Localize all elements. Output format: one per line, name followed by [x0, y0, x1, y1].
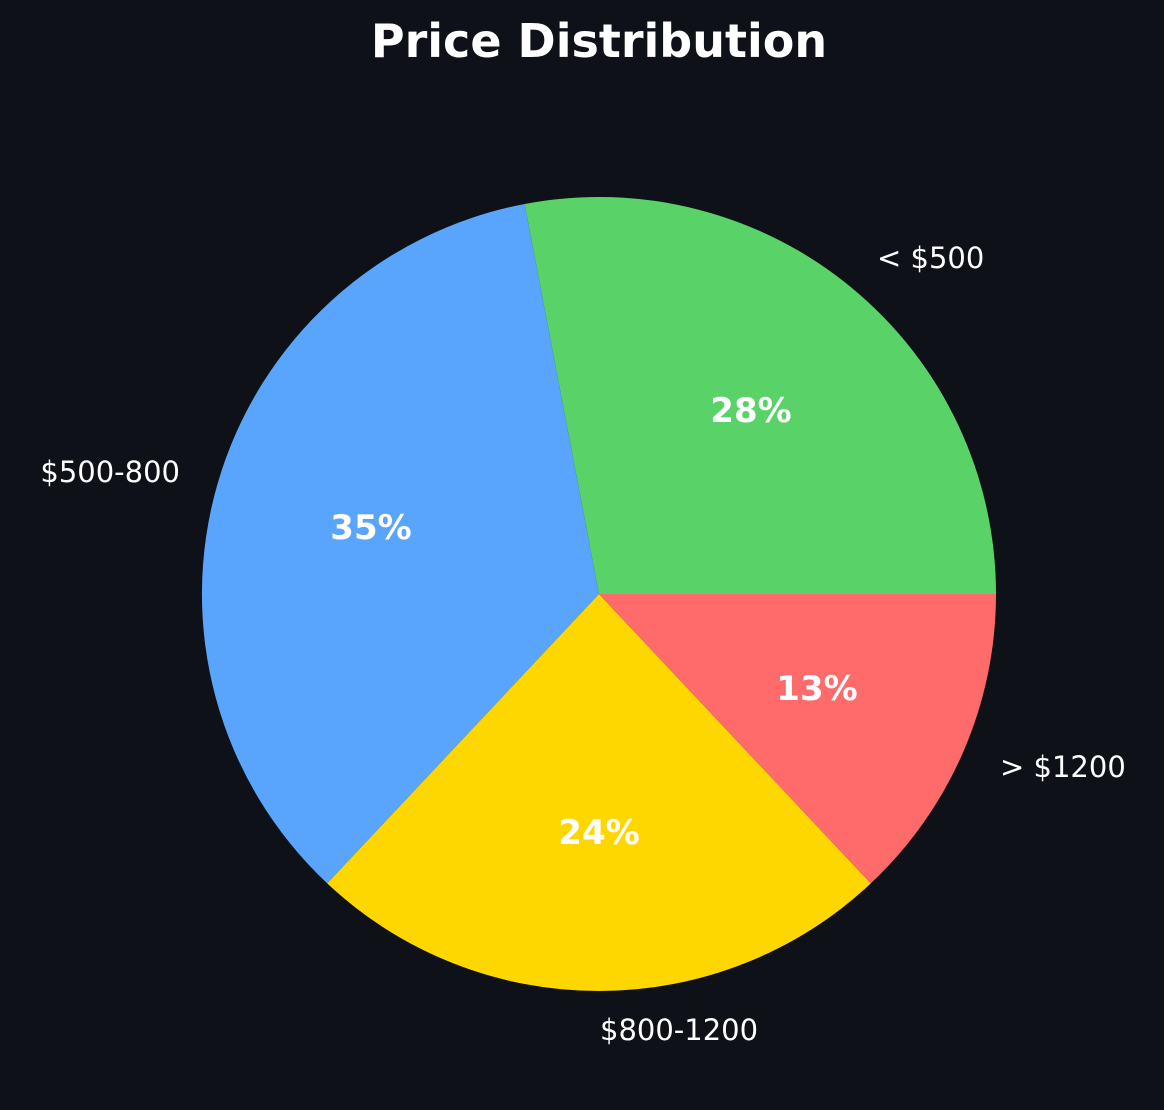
category-label-500-800: $500-800 [40, 455, 180, 489]
percent-label-under-500: 28% [710, 391, 791, 431]
category-label-800-1200: $800-1200 [600, 1013, 758, 1047]
slice-over-1200 [599, 594, 996, 884]
percent-label-500-800: 35% [330, 508, 411, 548]
percent-label-800-1200: 24% [558, 813, 639, 853]
chart-title: Price Distribution [370, 14, 828, 68]
slice-800-1200 [327, 594, 871, 992]
percent-label-over-1200: 13% [776, 669, 857, 709]
slice-under-500 [524, 196, 997, 594]
category-label-under-500: < $500 [877, 241, 984, 275]
category-label-over-1200: > $1200 [1000, 750, 1126, 784]
slice-500-800 [201, 204, 600, 884]
